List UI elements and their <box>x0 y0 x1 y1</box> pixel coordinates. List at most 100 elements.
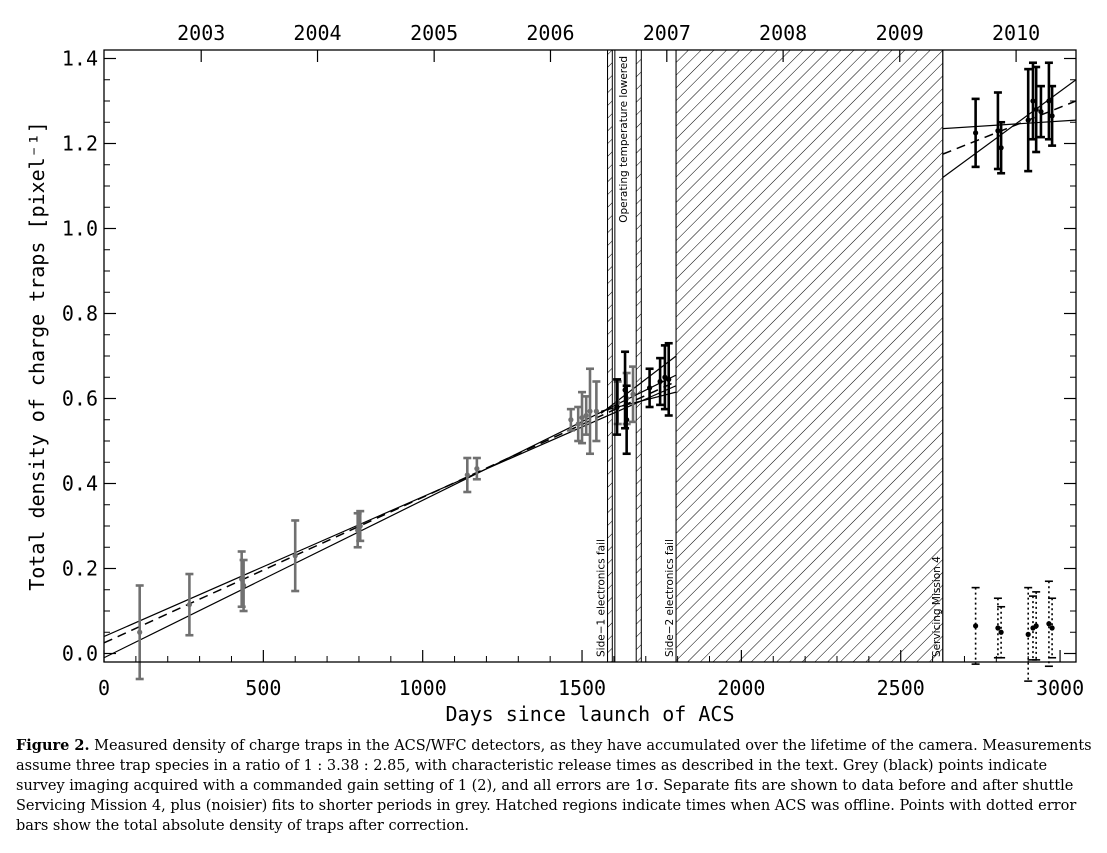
y-tick-label: 0.4 <box>62 472 98 496</box>
point-marker <box>357 523 363 529</box>
offline-regions <box>607 49 944 663</box>
fit-line <box>601 391 677 412</box>
point-marker <box>662 374 668 380</box>
data-point <box>135 584 144 681</box>
data-point <box>574 405 583 443</box>
point-marker <box>995 128 1001 134</box>
point-marker <box>973 130 979 136</box>
figure-caption: Figure 2. Measured density of charge tra… <box>16 736 1094 836</box>
data-point <box>356 509 365 543</box>
figure-label: Figure 2. <box>16 737 90 754</box>
point-marker <box>1046 621 1052 627</box>
data-point <box>971 586 980 665</box>
point-marker <box>1049 625 1055 631</box>
data-point <box>997 120 1006 175</box>
figure-caption-text: Measured density of charge traps in the … <box>16 738 1092 834</box>
data-point <box>586 367 594 456</box>
point-marker <box>614 404 620 410</box>
y-tick-label: 0.8 <box>62 302 98 326</box>
point-marker <box>137 629 143 635</box>
point-marker <box>593 408 599 414</box>
point-marker <box>1025 117 1031 123</box>
axes: 0 500 1000 1500 2000 2500 3000 0.0 0.2 0.4 0.6 0.8 1… <box>62 21 1084 700</box>
y-tick-label: 0.6 <box>62 387 98 411</box>
x-tick-label: 2500 <box>877 676 925 700</box>
x-tick-label: 3000 <box>1036 676 1084 700</box>
event-labels: Side−1 electronics fail Operating tempera… <box>596 50 944 662</box>
data-point <box>613 378 622 436</box>
point-marker <box>666 376 672 382</box>
data-point <box>660 344 669 411</box>
offline-region <box>607 49 613 663</box>
data-point <box>1032 65 1041 154</box>
year-label: 2007 <box>643 21 691 45</box>
y-tick-label: 1.2 <box>62 132 98 156</box>
offline-region <box>635 49 642 663</box>
data-point <box>592 380 601 443</box>
data-point <box>566 407 575 432</box>
point-marker <box>240 582 247 589</box>
data-point <box>239 558 248 613</box>
year-label: 2004 <box>293 21 341 45</box>
data-point <box>664 341 673 417</box>
year-label: 2005 <box>410 21 458 45</box>
point-marker <box>1025 631 1031 637</box>
fit-line <box>942 79 1076 178</box>
fit-line <box>104 374 677 659</box>
x-tick-label: 2000 <box>717 676 765 700</box>
y-tick-label: 1.4 <box>62 47 98 71</box>
event-label: Operating temperature lowered <box>618 56 630 223</box>
data-point <box>1032 591 1041 661</box>
point-marker <box>657 378 663 385</box>
point-marker <box>998 145 1004 151</box>
offline-region <box>675 49 944 663</box>
data-point <box>1036 84 1045 139</box>
point-marker <box>998 629 1004 635</box>
point-marker <box>292 553 298 559</box>
fit-line <box>942 100 1076 155</box>
data-point <box>997 605 1006 659</box>
point-marker <box>1049 113 1055 119</box>
point-marker <box>583 412 589 419</box>
data-point <box>656 356 665 407</box>
data-points <box>135 61 1057 682</box>
year-label: 2003 <box>177 21 225 45</box>
fit-line <box>104 385 677 638</box>
year-label: 2010 <box>992 21 1040 45</box>
fit-lines <box>104 79 1076 659</box>
point-marker <box>579 415 585 421</box>
fit-line <box>942 119 1076 130</box>
data-point <box>971 97 980 169</box>
point-marker <box>973 623 979 629</box>
x-axis-title: Days since launch of ACS <box>446 702 735 726</box>
data-point <box>622 384 631 456</box>
point-marker <box>995 625 1001 631</box>
data-point <box>1024 586 1033 682</box>
data-point <box>629 365 638 424</box>
data-point <box>645 367 654 409</box>
point-marker <box>568 417 574 423</box>
point-marker <box>1038 109 1044 115</box>
y-axis-title: Total density of charge traps [pixel⁻¹] <box>25 121 49 591</box>
y-tick-label: 0.0 <box>62 642 98 666</box>
data-point <box>1028 61 1037 141</box>
x-tick-label: 1000 <box>399 676 447 700</box>
point-marker <box>630 391 636 397</box>
data-point <box>578 390 587 445</box>
data-point <box>1048 597 1057 659</box>
point-marker <box>1046 98 1052 104</box>
data-point <box>463 456 472 494</box>
data-point <box>291 519 300 593</box>
year-label: 2009 <box>876 21 924 45</box>
fit-line <box>600 355 677 414</box>
x-tick-label: 500 <box>245 676 281 700</box>
point-marker <box>186 602 193 608</box>
data-point <box>185 572 194 637</box>
point-marker <box>587 408 593 414</box>
x-tick-label: 1500 <box>558 676 606 700</box>
point-marker <box>464 472 470 478</box>
event-label: Servicing Mission 4 <box>931 556 943 657</box>
year-label: 2006 <box>526 21 574 45</box>
point-marker <box>1030 98 1036 104</box>
data-point <box>1024 67 1033 173</box>
